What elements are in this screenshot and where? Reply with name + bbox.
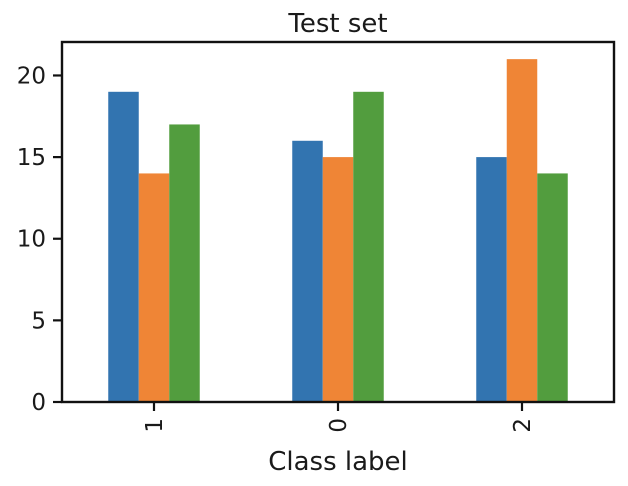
bar-series-2-cat-0 bbox=[322, 157, 354, 402]
bar-series-2-cat-2 bbox=[506, 59, 538, 402]
y-tick-label: 15 bbox=[17, 145, 46, 171]
bar-series-1-cat-1 bbox=[108, 91, 139, 403]
x-tick-label: 0 bbox=[326, 418, 352, 433]
y-tick-label: 20 bbox=[17, 63, 46, 89]
y-tick-label: 10 bbox=[17, 227, 46, 253]
bars-group bbox=[108, 59, 568, 403]
bar-series-2-cat-1 bbox=[138, 173, 170, 402]
y-tick-label: 5 bbox=[31, 308, 46, 334]
x-tick-label: 2 bbox=[510, 418, 536, 433]
bar-series-1-cat-2 bbox=[476, 157, 507, 402]
bar-series-1-cat-0 bbox=[292, 140, 323, 402]
chart-title: Test set bbox=[287, 9, 387, 39]
bar-series-3-cat-2 bbox=[537, 173, 568, 402]
bar-series-3-cat-1 bbox=[169, 124, 200, 402]
bar-series-3-cat-0 bbox=[353, 91, 384, 403]
plot-frame bbox=[60, 40, 616, 404]
x-axis-label: Class label bbox=[268, 447, 408, 477]
y-tick-label: 0 bbox=[31, 390, 46, 416]
y-axis: 0 5 10 15 20 bbox=[17, 63, 62, 416]
x-axis: 1 0 2 bbox=[142, 402, 536, 433]
x-tick-label: 1 bbox=[142, 418, 168, 433]
